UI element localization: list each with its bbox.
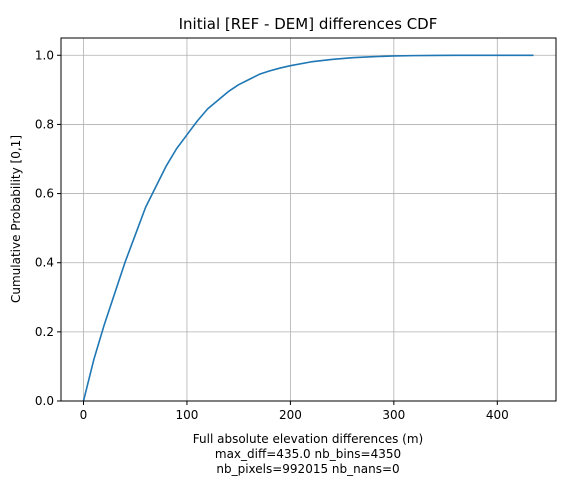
y-tick-label: 0.0 — [35, 394, 54, 408]
y-tick-label: 0.6 — [35, 187, 54, 201]
x-tick-label: 300 — [382, 408, 405, 422]
series-layer — [82, 54, 534, 402]
x-tick-label: 100 — [175, 408, 198, 422]
x-axis-ticks: 0 100 200 300 400 — [80, 401, 509, 422]
x-axis-label-line-2: max_diff=435.0 nb_bins=4350 — [215, 447, 401, 461]
y-tick-label: 1.0 — [35, 48, 54, 62]
x-axis-label-line-3: nb_pixels=992015 nb_nans=0 — [216, 462, 399, 476]
x-axis-label: Full absolute elevation differences (m) — [193, 432, 423, 446]
plot-frame — [60, 37, 557, 402]
y-tick-label: 0.4 — [35, 256, 54, 270]
x-tick-label: 0 — [80, 408, 88, 422]
y-axis-label: Cumulative Probability [0,1] — [9, 135, 23, 303]
cdf-series-line — [82, 54, 534, 402]
y-tick-label: 0.2 — [35, 325, 54, 339]
y-tick-label: 0.8 — [35, 117, 54, 131]
x-tick-label: 200 — [279, 408, 302, 422]
chart-title: Initial [REF - DEM] differences CDF — [179, 15, 438, 33]
y-axis-ticks: 0.0 0.2 0.4 0.6 0.8 1.0 — [35, 48, 61, 408]
x-tick-label: 400 — [486, 408, 509, 422]
